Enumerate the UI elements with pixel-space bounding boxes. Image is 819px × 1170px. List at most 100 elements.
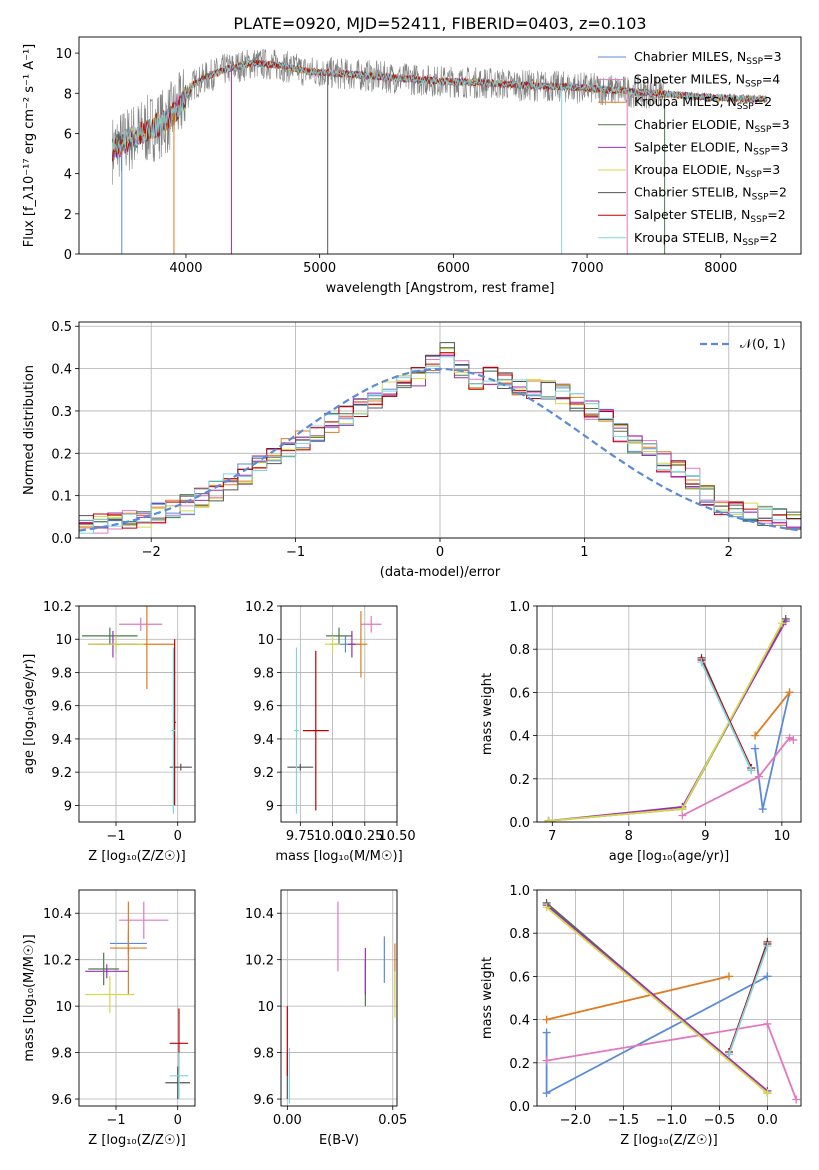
weight-line-5 [548,622,783,822]
panel-residuals: −2 −1 0 1 2 0.0 0.1 0.2 0.3 0.4 0.5 (data-model)/er… [22,320,802,580]
x-axis-label: age [log₁₀(age/yr)] [609,849,730,864]
legend-entry-8: Kroupa STELIB, NSSP=2 [634,230,778,248]
legend-value: =4 [762,72,780,87]
y-tick-label: 9 [266,799,274,814]
axes-frame [280,889,398,1107]
legend-subscript: SSP [753,147,770,157]
weight-point-0 [542,1089,551,1098]
x-tick-label: −2.0 [560,1113,592,1128]
x-tick-label: 0 [174,1113,182,1128]
y-axis-label: mass [log₁₀(M/M☉)] [22,934,37,1061]
weight-point-5 [777,619,786,628]
legend-entry-6: Chabrier STELIB, NSSP=2 [634,185,787,203]
x-tick-label: 0.05 [378,1113,407,1128]
legend-subscript: SSP [754,125,771,135]
y-tick-label: 0.4 [51,363,72,378]
y-tick-label: 9.2 [51,766,72,781]
plot-area [85,901,191,1100]
weight-point-5 [763,1089,772,1098]
legend-entry-gauss: 𝒩(0, 1) [740,336,786,351]
y-tick-label: 9.4 [253,733,274,748]
legend: Chabrier MILES, NSSP=3 Salpeter MILES, NS… [598,49,790,248]
y-axis-label: mass weight [480,673,495,755]
y-tick-label: 0.4 [509,1014,530,1029]
weight-point-0 [763,972,772,981]
x-axis-label: mass [log₁₀(M/M☉)] [275,849,402,864]
weight-point-1 [763,1019,772,1028]
x-tick-label: 10.25 [346,829,383,844]
panel-weight_vs_Z: −2.0 −1.5 −1.0 −0.5 0.0 0.0 0.2 0.4 0.6 0.8 1.0 Z [… [480,884,802,1148]
y-axis-label: age [log₁₀(age/yr)] [22,654,37,775]
y-tick-label: 10 [257,633,274,648]
x-tick-label: 0.0 [757,1113,778,1128]
x-tick-label: 7000 [571,261,604,276]
weight-point-2 [725,972,733,981]
x-tick-label: 7 [548,829,556,844]
weight-point-0 [542,1028,551,1037]
weight-point-8 [763,942,772,951]
legend-entry-7: Salpeter STELIB, NSSP=2 [634,207,786,225]
weight-line-8 [728,945,769,1055]
weight-point-2 [542,1015,551,1024]
y-axis-label: Normed distribution [22,365,37,495]
x-tick-label: 8000 [704,261,737,276]
weight-line-8 [700,661,753,771]
axes-frame [78,36,802,255]
x-tick-label: −0.5 [704,1113,736,1128]
y-tick-label: 0.0 [51,532,72,547]
weight-line-5 [546,906,768,1094]
x-tick-label: 5000 [303,261,336,276]
x-tick-label: 4000 [169,261,202,276]
panel-age_vs_Z: −1 0 9 9.2 9.4 9.6 9.8 10 10.2 Z [log₁₀(Z/Z☉)] age… [22,600,196,864]
plot-area [542,898,801,1104]
x-tick-label: −1.0 [656,1113,688,1128]
y-axis-label: mass weight [480,957,495,1039]
y-tick-label: 0.2 [51,447,72,462]
axes-frame [536,605,802,823]
y-axis-label: Flux [f_λ10⁻¹⁷ erg cm⁻² s⁻¹ A⁻¹] [22,44,37,248]
x-tick-label: 10.50 [378,829,415,844]
weight-point-1 [542,1056,551,1065]
legend-entry-1: Salpeter MILES, NSSP=4 [634,72,780,90]
weight-point-5 [678,805,687,814]
panel-weight_vs_age: 7 8 9 10 0.0 0.2 0.4 0.6 0.8 1.0 age [log₁₀(age/yr… [480,600,802,864]
plot-area [544,614,798,822]
x-tick-label: 0 [436,545,444,560]
plot-area [79,342,801,538]
observed-spectrum [112,48,665,185]
y-tick-label: 6 [64,127,72,142]
weight-point-5 [544,816,553,822]
figure-title: PLATE=0920, MJD=52411, FIBERID=0403, z=0… [233,14,646,33]
panel-mass_vs_Z: −1 0 9.6 9.8 10 10.2 10.4 Z [log₁₀(Z/Z☉)] mass [… [22,889,196,1148]
y-tick-label: 10.2 [43,600,72,615]
y-tick-label: 0.6 [509,970,530,985]
y-tick-label: 10.2 [245,600,274,615]
y-tick-label: 1.0 [509,600,530,615]
y-tick-label: 0.1 [51,490,72,505]
x-tick-label: 6000 [437,261,470,276]
x-tick-label: 8 [625,829,633,844]
y-tick-label: 10.2 [43,954,72,969]
histogram-8 [79,356,801,538]
legend-subscript: SSP [745,170,762,180]
weight-point-0 [758,805,767,814]
legend-entry-3: Chabrier ELODIE, NSSP=3 [634,117,790,135]
y-tick-label: 1.0 [509,884,530,899]
y-tick-label: 10.4 [245,907,274,922]
x-tick-label: 9 [701,829,709,844]
y-tick-label: 8 [64,87,72,102]
legend-value: =2 [767,207,785,222]
axes-frame [280,605,398,823]
y-tick-label: 0.2 [509,1057,530,1072]
x-tick-label: 0 [174,829,182,844]
x-axis-label: Z [log₁₀(Z/Z☉)] [88,849,185,864]
legend-value: =2 [769,185,787,200]
legend-subscript: SSP [737,102,754,112]
legend-value: =3 [770,139,788,154]
weight-point-5 [542,903,551,912]
y-tick-label: 9.6 [253,700,274,715]
y-tick-label: 9.8 [253,666,274,681]
legend-entry-5: Kroupa ELODIE, NSSP=3 [634,162,780,180]
